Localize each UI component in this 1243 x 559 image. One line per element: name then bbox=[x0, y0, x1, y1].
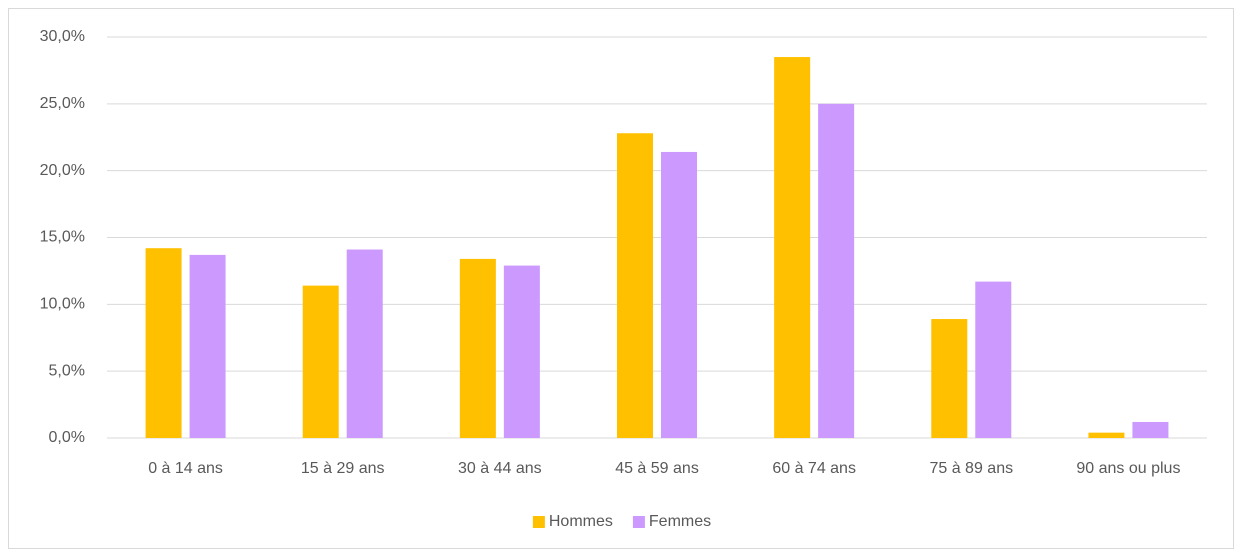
bar bbox=[145, 248, 182, 438]
bar bbox=[818, 103, 855, 438]
y-tick-label: 15,0% bbox=[40, 229, 85, 246]
x-tick-label: 45 à 59 ans bbox=[615, 460, 699, 477]
y-tick-label: 5,0% bbox=[49, 362, 85, 379]
y-tick-label: 25,0% bbox=[40, 95, 85, 112]
y-tick-label: 10,0% bbox=[40, 296, 85, 313]
x-tick-label: 15 à 29 ans bbox=[301, 460, 385, 477]
x-tick-label: 90 ans ou plus bbox=[1076, 460, 1180, 477]
legend-swatch bbox=[632, 516, 645, 528]
bar bbox=[189, 254, 226, 438]
y-tick-label: 20,0% bbox=[40, 162, 85, 179]
legend-swatch bbox=[532, 516, 545, 528]
bar bbox=[1132, 421, 1169, 438]
bar bbox=[931, 319, 968, 438]
y-tick-label: 0,0% bbox=[49, 429, 85, 446]
bar bbox=[1088, 432, 1125, 438]
legend-label: Hommes bbox=[549, 513, 613, 530]
x-tick-label: 0 à 14 ans bbox=[148, 460, 223, 477]
bar bbox=[617, 133, 653, 439]
x-tick-label: 60 à 74 ans bbox=[772, 460, 856, 477]
x-tick-label: 75 à 89 ans bbox=[929, 460, 1013, 477]
bar bbox=[503, 265, 540, 438]
bar bbox=[774, 57, 811, 439]
bar bbox=[661, 151, 697, 438]
bar bbox=[975, 281, 1012, 438]
bar bbox=[302, 285, 339, 438]
y-tick-label: 30,0% bbox=[40, 28, 85, 45]
bar bbox=[346, 249, 383, 438]
legend-label: Femmes bbox=[649, 513, 711, 530]
bar bbox=[459, 258, 496, 438]
x-tick-label: 30 à 44 ans bbox=[458, 460, 542, 477]
